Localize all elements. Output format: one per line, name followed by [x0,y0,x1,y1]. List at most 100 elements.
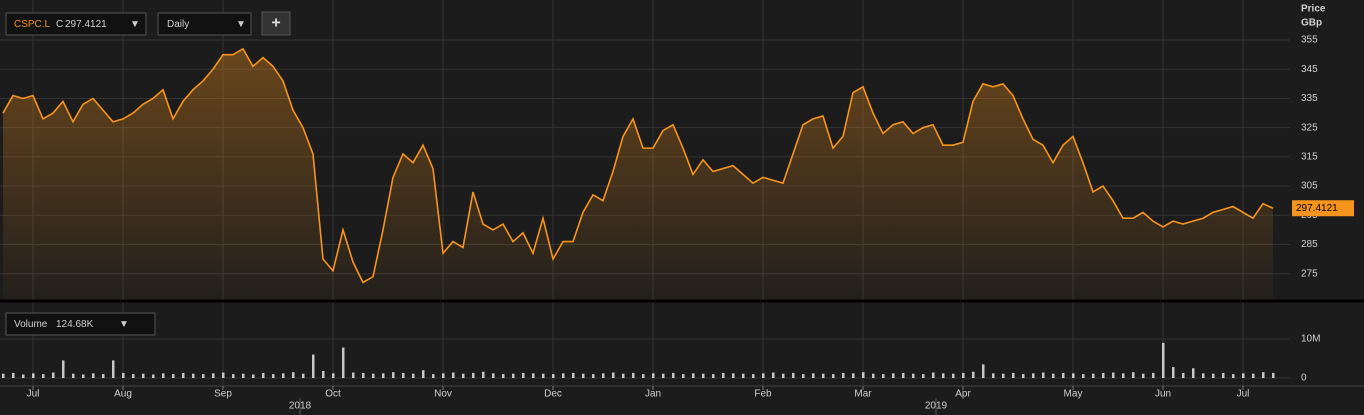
dropdown-arrow: ▼ [119,319,129,330]
volume-bar [1132,372,1135,378]
volume-bar [282,373,285,378]
volume-bar [342,347,345,378]
volume-bar [2,373,5,378]
volume-bar [1042,372,1045,378]
plot [2,47,1275,378]
volume-bar [472,372,475,378]
volume-bar [502,374,505,378]
volume-bar [302,373,305,378]
volume-bar [112,360,115,378]
year-label: 2019 [925,401,948,412]
year-label: 2018 [289,401,312,412]
volume-bar [692,373,695,378]
volume-bar [542,373,545,378]
volume-bar [212,373,215,378]
volume-bar [422,370,425,378]
volume-bar [192,373,195,378]
add-button[interactable] [261,11,291,36]
volume-bar [912,373,915,378]
volume-bar [822,373,825,378]
volume-bar [802,374,805,378]
volume-bar [222,372,225,378]
volume-bar [512,373,515,378]
volume-bar [902,372,905,378]
volume-bar [812,373,815,378]
y-tick-label: 0 [1301,373,1307,384]
volume-bar [892,373,895,378]
volume-bar [1162,342,1165,378]
x-tick-label: Jul [1237,389,1250,400]
volume-bar [1192,368,1195,378]
dropdown-arrow: ▼ [130,19,140,30]
symbol: CSPC.L [14,19,51,30]
y-tick-label: 335 [1301,93,1318,104]
y-tick-label: 355 [1301,35,1318,46]
volume-bar [862,372,865,378]
volume-bar [1122,373,1125,378]
volume-dropdown[interactable] [5,312,156,336]
volume-bar [402,372,405,378]
volume-bar [752,374,755,378]
last-price-label: 297.4121 [1296,203,1338,214]
volume-bar [552,374,555,378]
volume-bar [792,372,795,378]
volume-bar [1072,373,1075,378]
volume-bar [1032,373,1035,378]
volume-readout: 124.68K [56,319,94,330]
volume-bar [682,374,685,378]
volume-bar [672,372,675,378]
y-tick-label: 325 [1301,122,1318,133]
volume-bar [1102,372,1105,378]
y-tick-label: 305 [1301,181,1318,192]
x-tick-label: May [1064,389,1083,400]
volume-bar [942,373,945,378]
volume-bar [32,373,35,378]
volume-bar [102,374,105,378]
volume-bar [772,372,775,378]
volume-title: Volume [14,319,48,330]
volume-bar [1012,372,1015,378]
volume-bar [712,374,715,378]
volume-bar [1212,373,1215,378]
volume-bar [242,373,245,378]
volume-bar [1052,373,1055,378]
volume-bar [392,372,395,378]
volume-bar [62,360,65,378]
volume-bar [1202,373,1205,378]
volume-bar [1152,372,1155,378]
volume-bar [12,372,15,378]
volume-bar [42,374,45,378]
volume-bar [702,373,705,378]
volume-bar [362,372,365,378]
volume-bar [972,371,975,378]
volume-bar [202,374,205,378]
volume-bar [572,372,575,378]
volume-bar [262,372,265,378]
volume-bar [72,373,75,378]
volume-bar [642,374,645,378]
volume-bar [312,354,315,378]
volume-bar [842,372,845,378]
volume-bar [82,374,85,378]
volume-bar [442,373,445,378]
interval-dropdown[interactable] [157,12,252,36]
close-prefix: C [56,19,63,30]
add-icon: + [271,15,280,32]
volume-bar [22,374,25,378]
volume-bar [622,373,625,378]
last-price-box [1292,200,1354,217]
volume-bar [872,373,875,378]
volume-bar [172,374,175,378]
volume-bar [1142,373,1145,378]
volume-bar [432,374,435,378]
x-tick-label: Mar [854,389,872,400]
volume-bar [272,374,275,378]
volume-bar [412,373,415,378]
symbol-dropdown[interactable] [5,12,147,36]
x-tick-label: Jan [645,389,661,400]
volume-bar [52,372,55,378]
volume-bar [1062,372,1065,378]
volume-bar [1112,372,1115,378]
volume-bar [1002,373,1005,378]
price-unit: GBp [1301,18,1322,29]
